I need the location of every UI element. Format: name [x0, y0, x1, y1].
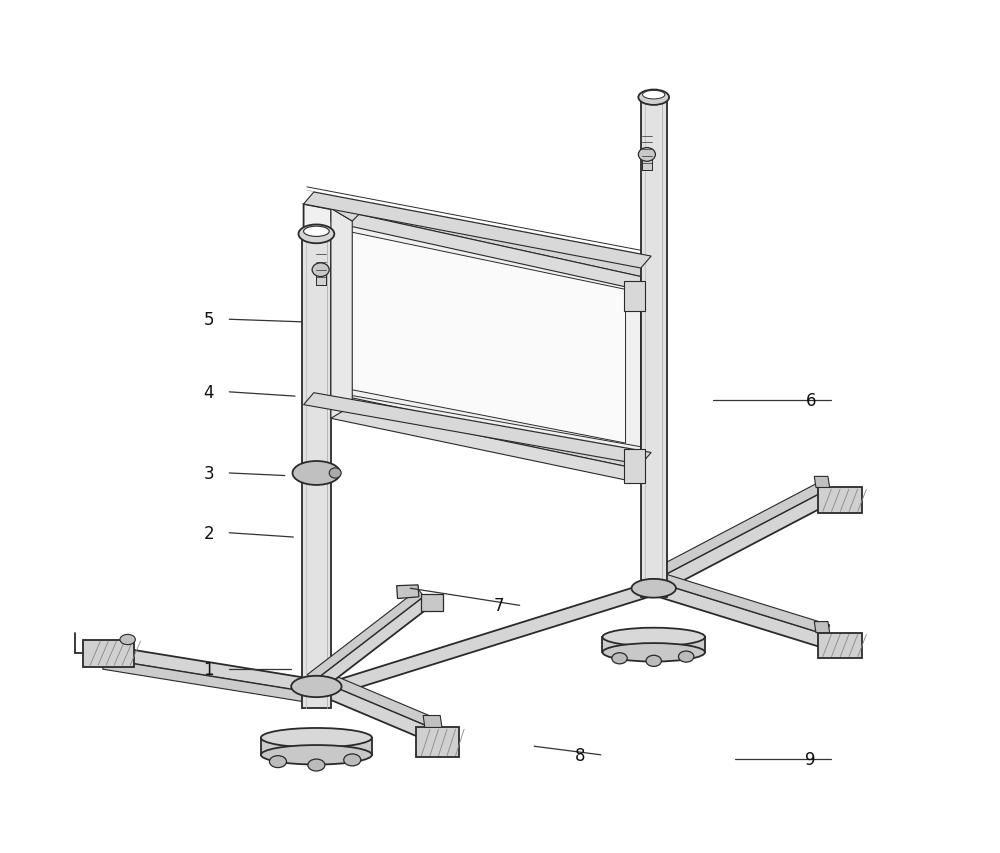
- Polygon shape: [313, 596, 431, 692]
- Polygon shape: [316, 270, 326, 286]
- Polygon shape: [261, 738, 372, 755]
- Polygon shape: [302, 239, 331, 708]
- Polygon shape: [651, 493, 828, 595]
- Polygon shape: [397, 585, 419, 599]
- Ellipse shape: [602, 628, 705, 647]
- Text: 9: 9: [805, 750, 816, 769]
- Polygon shape: [624, 281, 645, 311]
- Ellipse shape: [292, 461, 340, 485]
- Polygon shape: [642, 155, 652, 171]
- Polygon shape: [319, 671, 438, 729]
- Ellipse shape: [646, 656, 661, 667]
- Ellipse shape: [120, 635, 135, 645]
- Polygon shape: [319, 226, 626, 444]
- Polygon shape: [304, 205, 641, 465]
- Text: 2: 2: [203, 524, 214, 543]
- Ellipse shape: [261, 746, 372, 764]
- Ellipse shape: [291, 676, 342, 698]
- Ellipse shape: [312, 264, 329, 277]
- Polygon shape: [818, 633, 862, 659]
- Polygon shape: [304, 193, 651, 269]
- Text: 8: 8: [575, 746, 585, 764]
- Polygon shape: [314, 681, 434, 741]
- Ellipse shape: [638, 90, 669, 106]
- Polygon shape: [331, 200, 649, 277]
- Polygon shape: [307, 589, 424, 682]
- Polygon shape: [331, 199, 363, 222]
- Polygon shape: [331, 209, 352, 419]
- Polygon shape: [602, 637, 705, 653]
- Polygon shape: [641, 102, 667, 597]
- Ellipse shape: [602, 643, 705, 662]
- Ellipse shape: [261, 728, 372, 747]
- Ellipse shape: [344, 754, 361, 766]
- Polygon shape: [304, 393, 651, 465]
- Polygon shape: [331, 405, 641, 484]
- Text: 3: 3: [203, 464, 214, 483]
- Polygon shape: [103, 659, 315, 704]
- Ellipse shape: [308, 759, 325, 771]
- Polygon shape: [646, 484, 821, 583]
- Ellipse shape: [329, 468, 341, 479]
- Polygon shape: [421, 595, 443, 612]
- Polygon shape: [656, 572, 830, 635]
- Text: 1: 1: [203, 660, 214, 679]
- Ellipse shape: [298, 225, 334, 244]
- Polygon shape: [814, 622, 830, 633]
- Ellipse shape: [643, 91, 665, 100]
- Polygon shape: [104, 646, 317, 693]
- Polygon shape: [331, 396, 649, 470]
- Ellipse shape: [269, 756, 287, 768]
- Polygon shape: [423, 716, 442, 728]
- Text: 7: 7: [494, 596, 504, 615]
- Text: 4: 4: [203, 383, 214, 402]
- Ellipse shape: [304, 227, 329, 237]
- Ellipse shape: [612, 653, 627, 664]
- Text: 6: 6: [805, 392, 816, 410]
- Polygon shape: [416, 728, 459, 757]
- Polygon shape: [83, 640, 134, 667]
- Polygon shape: [331, 209, 641, 291]
- Polygon shape: [624, 450, 645, 484]
- Ellipse shape: [638, 148, 655, 162]
- Ellipse shape: [678, 652, 694, 662]
- Polygon shape: [652, 582, 827, 648]
- Ellipse shape: [632, 579, 676, 598]
- Polygon shape: [337, 582, 656, 693]
- Text: 5: 5: [203, 310, 214, 329]
- Polygon shape: [814, 477, 830, 488]
- Polygon shape: [818, 488, 862, 514]
